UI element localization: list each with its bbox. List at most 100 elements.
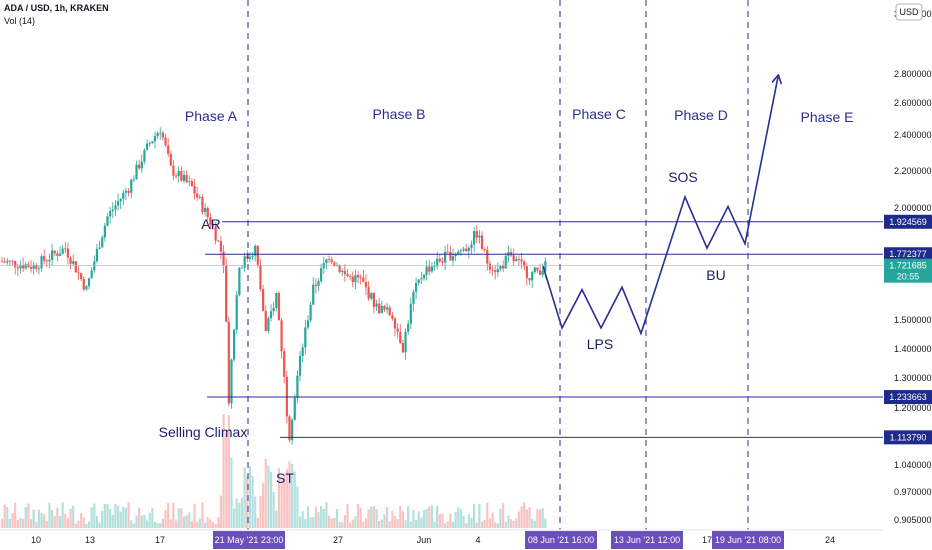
volume-bar bbox=[219, 495, 223, 528]
volume-bar bbox=[51, 509, 54, 528]
candle-body bbox=[364, 282, 368, 288]
volume-bar bbox=[504, 521, 507, 528]
volume-bar bbox=[29, 518, 33, 528]
volume-bar bbox=[412, 509, 415, 528]
volume-bar bbox=[6, 506, 9, 528]
candle-body bbox=[151, 141, 154, 144]
candle-body bbox=[499, 265, 502, 270]
price-level-label: 1.113790 bbox=[890, 432, 927, 442]
candle-body bbox=[182, 174, 186, 181]
volume-bar bbox=[130, 520, 133, 528]
volume-bar bbox=[396, 519, 399, 528]
volume-bar bbox=[201, 502, 204, 528]
candle-body bbox=[53, 250, 56, 254]
volume-bar bbox=[235, 498, 238, 528]
candle-body bbox=[122, 192, 125, 199]
candle-body bbox=[103, 225, 106, 238]
volume-bar bbox=[480, 521, 484, 528]
volume-bar bbox=[246, 475, 249, 528]
volume-bar bbox=[98, 522, 101, 528]
volume-bar bbox=[462, 515, 465, 528]
projection-path[interactable] bbox=[542, 77, 778, 336]
volume-bar bbox=[320, 506, 323, 528]
volume-bar bbox=[309, 517, 312, 528]
volume-bar bbox=[230, 457, 233, 528]
volume-bar bbox=[69, 508, 72, 528]
candle-body bbox=[480, 235, 484, 249]
candle-body bbox=[380, 305, 383, 314]
candle-body bbox=[422, 274, 426, 279]
volume-bar bbox=[135, 515, 138, 528]
candle-body bbox=[306, 320, 310, 328]
volume-bar bbox=[8, 518, 12, 528]
candle-body bbox=[180, 170, 183, 181]
annotation-layer: Phase A Phase B Phase C Phase D Phase E AR Sel… bbox=[0, 0, 883, 530]
candle-body bbox=[3, 261, 6, 263]
volume-bar bbox=[172, 502, 175, 528]
volume-bar bbox=[441, 513, 444, 528]
candle-body bbox=[124, 190, 128, 193]
volume-bar bbox=[383, 514, 386, 528]
candle-body bbox=[135, 164, 138, 180]
candle-body bbox=[483, 248, 486, 250]
time-tick-label: 10 bbox=[31, 535, 41, 545]
candle-body bbox=[214, 225, 217, 241]
candle-body bbox=[196, 193, 199, 198]
candle-body bbox=[333, 262, 336, 266]
volume-indicator-label[interactable]: Vol (14) bbox=[4, 16, 36, 26]
volume-bar bbox=[269, 472, 273, 528]
volume-bar bbox=[467, 514, 470, 528]
volume-bar bbox=[330, 518, 333, 528]
candle-body bbox=[64, 248, 67, 250]
candle-body bbox=[58, 253, 62, 256]
candle-body bbox=[494, 270, 497, 273]
volume-bar bbox=[523, 502, 526, 528]
candle-body bbox=[488, 263, 492, 270]
volume-bar bbox=[48, 502, 51, 528]
candle-body bbox=[509, 252, 513, 256]
currency-badge-label: USD bbox=[899, 7, 919, 17]
volume-bar bbox=[238, 502, 241, 528]
time-tick-label: 27 bbox=[333, 535, 343, 545]
candle-body bbox=[525, 266, 528, 279]
volume-bar bbox=[533, 520, 536, 528]
volume-bar bbox=[491, 512, 494, 528]
candle-body bbox=[478, 235, 481, 238]
event-label: LPS bbox=[587, 336, 613, 352]
candle-body bbox=[167, 145, 170, 154]
candle-body bbox=[164, 137, 167, 146]
volume-bar bbox=[359, 508, 362, 528]
candle-body bbox=[72, 261, 75, 264]
volume-bar bbox=[291, 464, 294, 528]
volume-bar bbox=[196, 522, 199, 528]
price-tick-label: 2.200000 bbox=[894, 166, 932, 176]
volume-bar bbox=[116, 505, 120, 528]
candle-body bbox=[82, 278, 85, 290]
candle-body bbox=[414, 282, 418, 292]
date-marker-label: 21 May '21 23:00 bbox=[215, 535, 284, 545]
candle-body bbox=[541, 271, 544, 275]
volume-bar bbox=[132, 523, 135, 528]
currency-badge[interactable] bbox=[895, 3, 923, 21]
candle-body bbox=[235, 295, 238, 330]
volume-bar bbox=[425, 508, 428, 528]
candle-body bbox=[512, 255, 515, 262]
time-tick-label: 24 bbox=[825, 535, 835, 545]
candle-body bbox=[341, 270, 344, 273]
date-marker-box bbox=[213, 531, 285, 549]
volume-bar bbox=[40, 513, 43, 528]
volume-bar bbox=[58, 516, 62, 528]
candle-body bbox=[356, 275, 360, 278]
volume-bar bbox=[531, 518, 534, 528]
volume-bar bbox=[101, 510, 104, 528]
candle-body bbox=[531, 272, 534, 281]
volume-bar bbox=[283, 474, 286, 528]
candle-body bbox=[436, 258, 439, 267]
current-price-value: 1.721685 bbox=[889, 261, 927, 271]
time-tick-label: 17 bbox=[155, 535, 165, 545]
date-marker-box bbox=[525, 531, 597, 549]
phase-label: Phase E bbox=[801, 109, 854, 125]
volume-bar bbox=[203, 522, 207, 528]
candle-body bbox=[143, 149, 146, 162]
